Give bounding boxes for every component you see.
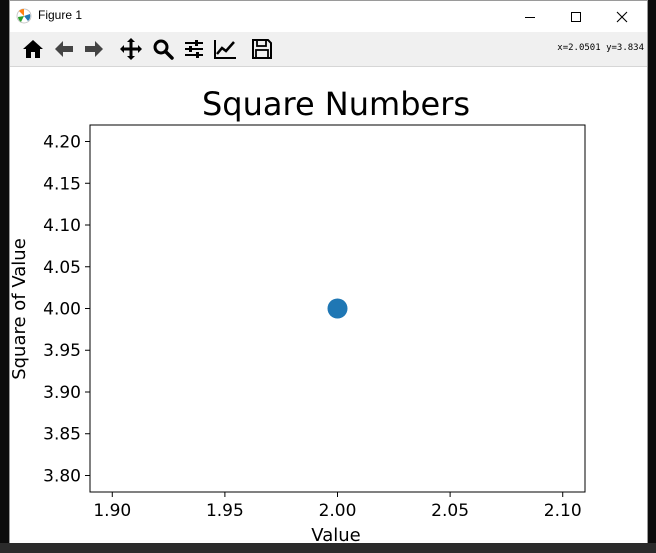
home-icon: [23, 40, 43, 58]
y-tick-label: 4.00: [43, 300, 81, 320]
minimize-button[interactable]: [507, 1, 553, 32]
edit-axis-icon: [214, 40, 236, 59]
maximize-button[interactable]: [553, 1, 599, 32]
home-button[interactable]: [21, 37, 45, 61]
pan-move-icon: [120, 38, 142, 60]
navigation-toolbar: x=2.0501 y=3.834: [10, 32, 647, 67]
y-tick-label: 3.85: [43, 425, 81, 445]
background-terminal-right: [648, 0, 656, 553]
maximize-icon: [571, 11, 581, 22]
cursor-coordinates: x=2.0501 y=3.834: [557, 43, 644, 53]
chart-svg: Square Numbers 1.90 1.95 2.00 2.05 2.10 3.80…: [9, 85, 586, 546]
minimize-icon: [525, 16, 535, 18]
x-axis-label: Value: [311, 525, 360, 543]
y-axis-label: Square of Value: [10, 238, 30, 380]
save-button[interactable]: [250, 37, 274, 61]
title-bar[interactable]: Figure 1: [10, 1, 647, 32]
x-tick-label: 1.90: [93, 501, 131, 521]
x-tick-label: 2.00: [319, 501, 357, 521]
x-tick-label: 1.95: [206, 501, 244, 521]
back-button[interactable]: [52, 37, 76, 61]
y-tick-label: 4.15: [43, 174, 81, 194]
matplotlib-app-icon: [16, 8, 32, 24]
x-tick-label: 2.10: [544, 501, 582, 521]
y-tick-label: 3.90: [43, 383, 81, 403]
chart-title: Square Numbers: [202, 85, 470, 123]
forward-arrow-icon: [85, 41, 103, 57]
edit-axis-button[interactable]: [213, 37, 237, 61]
save-floppy-icon: [252, 39, 272, 59]
figure-canvas[interactable]: Square Numbers 1.90 1.95 2.00 2.05 2.10 3.80…: [9, 67, 647, 546]
y-tick-label: 3.80: [43, 466, 81, 486]
figure-window: Figure 1: [9, 0, 648, 546]
data-point: [327, 298, 348, 319]
close-button[interactable]: [599, 1, 645, 32]
subplots-button[interactable]: [182, 37, 206, 61]
configure-subplots-icon: [185, 40, 203, 58]
forward-button[interactable]: [82, 37, 106, 61]
pan-button[interactable]: [119, 37, 143, 61]
zoom-magnifier-icon: [153, 39, 174, 60]
window-title: Figure 1: [38, 8, 83, 22]
y-tick-label: 3.95: [43, 341, 81, 361]
y-tick-label: 4.10: [43, 216, 81, 236]
zoom-button[interactable]: [151, 37, 175, 61]
x-tick-label: 2.05: [431, 501, 469, 521]
background-taskbar: [0, 543, 656, 553]
back-arrow-icon: [55, 41, 73, 57]
y-tick-label: 4.05: [43, 258, 81, 278]
background-terminal-left: [0, 0, 9, 553]
y-tick-label: 4.20: [43, 133, 81, 153]
close-icon: [616, 11, 628, 22]
